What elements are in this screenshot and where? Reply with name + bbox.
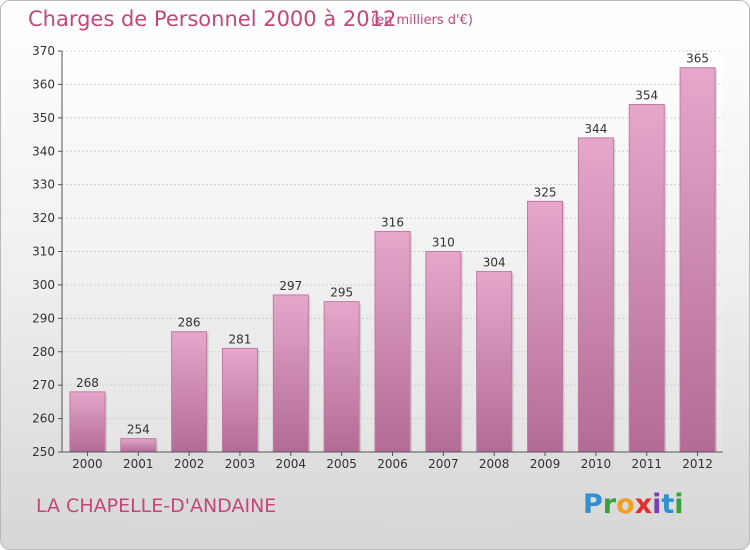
chart-subtitle: (en milliers d'€) xyxy=(371,13,473,28)
data-label: 304 xyxy=(483,256,506,270)
data-label: 354 xyxy=(635,88,658,102)
data-label: 281 xyxy=(229,332,252,346)
y-tick-label: 350 xyxy=(32,111,55,125)
bar xyxy=(374,230,411,453)
bar xyxy=(527,200,564,453)
bar xyxy=(323,301,360,453)
data-label: 310 xyxy=(432,236,455,250)
bar xyxy=(679,67,716,453)
x-tick-label: 2002 xyxy=(174,457,205,471)
y-tick-label: 300 xyxy=(32,278,55,292)
y-tick-label: 290 xyxy=(32,311,55,325)
bar xyxy=(221,347,258,453)
bars: 268 254 286 281 297 295 316 310 304 325 344 354 365 xyxy=(69,52,718,453)
y-tick-label: 310 xyxy=(32,245,55,259)
commune-name: LA CHAPELLE-D'ANDAINE xyxy=(36,495,277,517)
bar xyxy=(120,438,157,453)
x-tick-label: 2006 xyxy=(377,457,408,471)
x-tick-label: 2008 xyxy=(479,457,510,471)
bar xyxy=(425,251,462,453)
y-tick-label: 360 xyxy=(32,77,55,91)
axes: 250 260 270 280 290 300 310 320 330 340 350 360 370 2… xyxy=(32,44,723,471)
logo-letter: i xyxy=(674,489,684,520)
x-tick-label: 2001 xyxy=(123,457,154,471)
x-tick-label: 2005 xyxy=(326,457,357,471)
x-tick-label: 2012 xyxy=(682,457,713,471)
x-tick-label: 2010 xyxy=(581,457,612,471)
bar xyxy=(476,271,513,453)
data-label: 295 xyxy=(330,286,353,300)
bar xyxy=(69,391,106,453)
y-tick-label: 340 xyxy=(32,144,55,158)
x-tick-label: 2003 xyxy=(225,457,256,471)
y-tick-label: 250 xyxy=(32,445,55,459)
x-tick-label: 2000 xyxy=(72,457,103,471)
y-tick-label: 330 xyxy=(32,178,55,192)
y-tick-label: 370 xyxy=(32,44,55,58)
logo-letter: r xyxy=(602,489,617,520)
bar xyxy=(577,137,614,453)
chart-title: Charges de Personnel 2000 à 2012 xyxy=(28,7,397,31)
x-tick-label: 2011 xyxy=(631,457,662,471)
bar xyxy=(628,103,665,453)
y-tick-label: 260 xyxy=(32,412,55,426)
proxiti-logo: Proxiti xyxy=(583,489,684,520)
data-label: 325 xyxy=(534,185,557,199)
data-label: 268 xyxy=(76,376,99,390)
bar xyxy=(171,331,208,453)
x-tick-label: 2007 xyxy=(428,457,459,471)
logo-letter: P xyxy=(583,489,603,520)
x-tick-label: 2004 xyxy=(276,457,307,471)
y-tick-label: 270 xyxy=(32,378,55,392)
data-label: 344 xyxy=(584,122,607,136)
data-label: 297 xyxy=(279,279,302,293)
data-label: 254 xyxy=(127,423,150,437)
data-label: 316 xyxy=(381,215,404,229)
y-tick-label: 320 xyxy=(32,211,55,225)
logo-letter: x xyxy=(634,489,653,520)
logo-letter: i xyxy=(652,489,662,520)
bar xyxy=(272,294,309,453)
data-label: 286 xyxy=(178,316,201,330)
x-tick-label: 2009 xyxy=(530,457,561,471)
logo-letter: o xyxy=(616,489,635,520)
y-tick-label: 280 xyxy=(32,345,55,359)
logo-letter: t xyxy=(661,489,675,520)
data-label: 365 xyxy=(686,52,709,66)
